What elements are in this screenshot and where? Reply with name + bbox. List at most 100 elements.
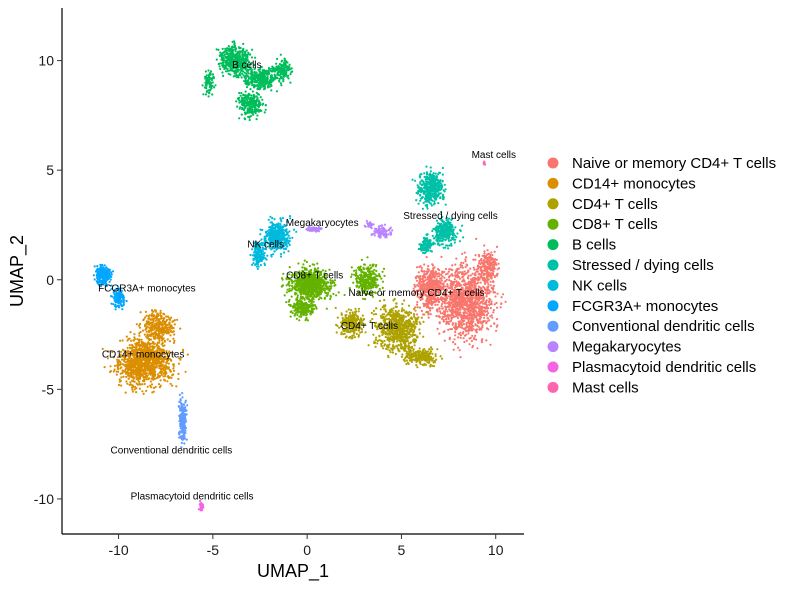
umap-point [327, 291, 330, 294]
umap-point [475, 331, 478, 334]
umap-point [371, 317, 374, 321]
umap-point [460, 302, 463, 305]
umap-point [169, 370, 172, 373]
umap-point [388, 313, 391, 316]
umap-point [299, 286, 302, 290]
umap-point [367, 344, 370, 347]
umap-point [478, 317, 481, 320]
umap-point [456, 316, 459, 319]
umap-point [459, 308, 462, 311]
umap-point [414, 354, 417, 357]
umap-point [301, 266, 304, 269]
umap-point [132, 369, 136, 372]
umap-point [494, 261, 497, 265]
umap-point [473, 268, 476, 271]
umap-point [444, 279, 447, 283]
umap-point [117, 383, 121, 387]
umap-point [145, 344, 148, 347]
umap-point [472, 296, 475, 299]
umap-point [440, 255, 443, 258]
umap-point [459, 336, 462, 339]
umap-point [463, 340, 466, 344]
umap-point [476, 324, 479, 327]
umap-point [460, 295, 463, 298]
umap-point [441, 275, 444, 278]
umap-point [481, 254, 484, 257]
umap-point [138, 345, 141, 348]
umap-point [443, 305, 447, 308]
umap-point [163, 378, 166, 381]
umap-point [481, 326, 484, 329]
umap-point [344, 314, 347, 317]
umap-point [135, 391, 138, 394]
umap-point [445, 288, 448, 291]
umap-point [120, 376, 123, 379]
umap-point [473, 313, 476, 316]
umap-point [479, 302, 482, 305]
umap-point [434, 353, 437, 356]
umap-point [329, 294, 332, 297]
umap-point [484, 307, 487, 310]
umap-point [143, 333, 146, 336]
umap-point [155, 322, 158, 325]
point-layer [92, 40, 507, 512]
umap-point [458, 277, 462, 280]
umap-point [430, 302, 433, 305]
umap-point [159, 314, 162, 317]
umap-point [455, 280, 458, 283]
umap-point [383, 299, 386, 302]
umap-point [462, 279, 465, 282]
umap-point [379, 314, 382, 317]
umap-point [459, 356, 462, 359]
umap-point [486, 267, 489, 270]
umap-point [416, 303, 419, 306]
umap-point [476, 265, 479, 268]
umap-point [443, 339, 446, 342]
umap-point [392, 299, 395, 302]
umap-point [408, 346, 411, 349]
umap-point [342, 333, 345, 336]
umap-point [374, 345, 377, 348]
umap-point [407, 362, 410, 365]
umap-point [461, 266, 464, 269]
umap-point [403, 335, 406, 339]
umap-point [431, 352, 434, 355]
umap-point [489, 253, 492, 256]
umap-point [399, 330, 402, 334]
umap-point [421, 349, 424, 353]
umap-point [495, 329, 498, 332]
umap-point [453, 278, 456, 281]
umap-point [305, 260, 308, 264]
umap-point [439, 355, 442, 358]
umap-point [149, 345, 152, 348]
umap-point [448, 303, 451, 307]
umap-point [137, 361, 140, 364]
umap-point [492, 273, 495, 276]
umap-point [139, 322, 142, 326]
umap-point [463, 301, 466, 304]
umap-point [478, 328, 481, 331]
umap-point [412, 353, 416, 357]
umap-point [481, 305, 484, 308]
umap-point [318, 281, 321, 285]
umap-point [416, 266, 419, 269]
umap-point [341, 316, 344, 320]
umap-point [347, 316, 350, 320]
umap-point [131, 388, 134, 391]
umap-point [405, 359, 408, 362]
umap-point [146, 385, 149, 388]
umap-point [444, 318, 448, 321]
umap-point [128, 368, 131, 372]
umap-point [156, 335, 160, 338]
umap-point [410, 324, 413, 327]
umap-point [491, 254, 494, 257]
umap-point [405, 355, 408, 358]
umap-point [113, 368, 116, 371]
umap-point [401, 302, 404, 306]
umap-point [416, 301, 419, 304]
umap-point [469, 267, 472, 270]
umap-point [128, 364, 131, 367]
umap-point [167, 366, 170, 369]
umap-point [461, 326, 464, 329]
umap-point [484, 302, 487, 305]
